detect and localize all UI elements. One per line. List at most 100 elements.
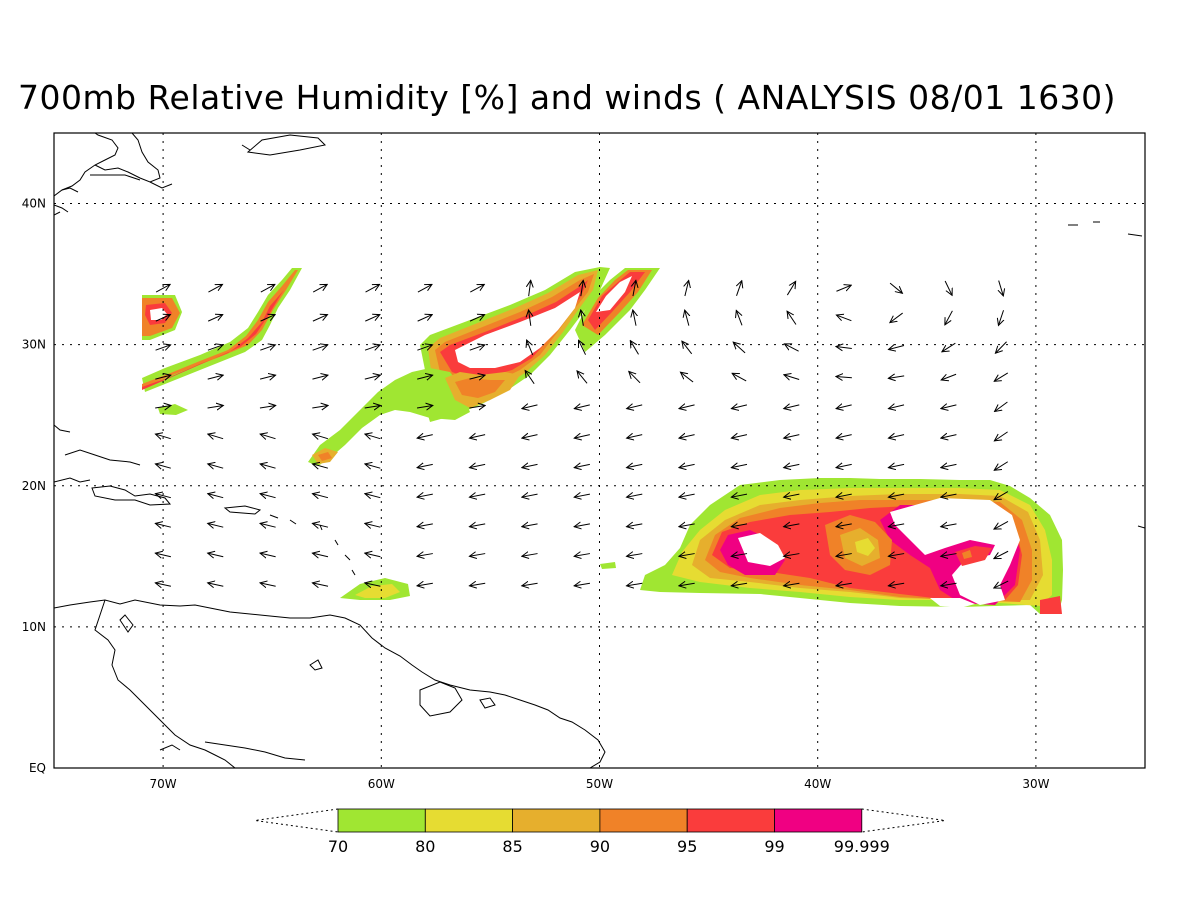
wind-arrow (365, 315, 380, 322)
wind-arrow (207, 405, 224, 408)
wind-arrow (469, 554, 486, 557)
wind-arrow (155, 405, 171, 408)
wind-arrow (945, 310, 953, 325)
wind-arrow (417, 494, 433, 497)
wind-arrow (998, 310, 1003, 325)
plot-frame (53, 132, 1146, 769)
latitude-labels: 40N 30N 20N 10N EQ (22, 197, 46, 775)
wind-arrow (784, 464, 800, 467)
wind-arrow (574, 405, 590, 409)
lat-tick-label: 40N (22, 197, 46, 211)
wind-arrow (155, 434, 171, 439)
colorbar-label: 99.999 (834, 837, 890, 856)
lon-tick-label: 70W (150, 777, 177, 791)
colorbar-label: 99 (764, 837, 784, 856)
wind-arrow (260, 523, 276, 527)
wind-arrow (627, 524, 643, 527)
wind-arrow (416, 405, 433, 408)
wind-arrow (312, 494, 329, 498)
wind-arrow (731, 464, 748, 467)
wind-arrow (155, 464, 171, 468)
wind-arrow (574, 524, 591, 527)
wind-arrow (682, 341, 693, 355)
wind-arrow (784, 375, 800, 380)
wind-arrow (836, 494, 852, 497)
colorbar-left-triangle (254, 808, 339, 833)
wind-arrow (469, 345, 485, 350)
wind-arrow (529, 310, 531, 326)
wind-arrow (627, 435, 643, 439)
lat-tick-label: EQ (29, 761, 46, 775)
wind-arrow (522, 583, 538, 586)
wind-arrow (994, 461, 1009, 471)
wind-arrow (469, 583, 486, 586)
wind-arrow (784, 494, 800, 497)
wind-arrow (364, 345, 380, 350)
wind-arrow (208, 583, 224, 586)
colorbar-right-triangle (861, 808, 946, 833)
wind-arrow (260, 345, 275, 350)
wind-arrow (836, 315, 852, 322)
wind-arrow (208, 553, 224, 557)
wind-arrow (574, 494, 590, 497)
humidity-region-northwest (142, 268, 302, 415)
wind-arrow (313, 434, 329, 439)
wind-arrow (994, 431, 1008, 441)
lon-tick-label: 30W (1022, 777, 1049, 791)
wind-arrow (529, 280, 531, 297)
wind-arrow (836, 464, 852, 467)
coastlines (54, 133, 1145, 768)
wind-arrow (994, 521, 1009, 529)
wind-arrow (836, 435, 852, 439)
wind-arrow (941, 435, 957, 439)
wind-arrow (941, 494, 957, 497)
wind-arrow (469, 315, 485, 322)
lon-tick-label: 60W (368, 777, 395, 791)
wind-arrow (417, 284, 432, 293)
wind-arrow (633, 280, 636, 297)
wind-arrow (685, 280, 689, 297)
wind-arrow (888, 554, 905, 557)
wind-arrow (365, 284, 380, 293)
wind-arrow (994, 580, 1009, 588)
wind-arrow (941, 583, 957, 586)
wind-arrow (836, 285, 851, 292)
wind-arrow (733, 342, 746, 354)
wind-arrow (365, 494, 381, 498)
wind-arrow (312, 405, 328, 408)
wind-arrow (627, 464, 643, 467)
wind-arrow (836, 377, 852, 378)
wind-arrow (365, 434, 381, 439)
colorbar: 70 80 85 90 95 99 99.999 (254, 808, 946, 856)
wind-arrow (527, 340, 534, 356)
wind-arrow (679, 464, 695, 467)
colorbar-swatch (774, 808, 863, 833)
wind-arrow (470, 284, 484, 293)
wind-arrow (731, 494, 748, 497)
wind-arrow (365, 464, 381, 468)
wind-arrow (836, 583, 852, 586)
wind-arrow (364, 405, 381, 408)
wind-arrow (731, 583, 748, 586)
wind-arrow (994, 550, 1009, 558)
wind-arrow (312, 553, 329, 557)
wind-arrow (944, 280, 952, 295)
wind-arrow (207, 375, 223, 379)
lat-tick-label: 30N (22, 338, 46, 352)
wind-arrow (365, 523, 381, 527)
wind-arrow (942, 342, 956, 352)
wind-arrow (522, 524, 538, 527)
wind-arrow (941, 554, 957, 557)
wind-arrow (994, 491, 1009, 500)
wind-arrow (207, 345, 223, 350)
wind-arrow (627, 494, 643, 497)
wind-arrow (888, 583, 905, 586)
wind-arrow (736, 310, 743, 326)
wind-arrow (731, 435, 748, 439)
wind-arrow (417, 345, 432, 350)
lon-tick-label: 40W (804, 777, 831, 791)
wind-arrow (627, 554, 643, 557)
wind-arrow (732, 373, 747, 382)
humidity-region-small-blobs (340, 562, 616, 600)
wind-arrow (469, 405, 485, 408)
